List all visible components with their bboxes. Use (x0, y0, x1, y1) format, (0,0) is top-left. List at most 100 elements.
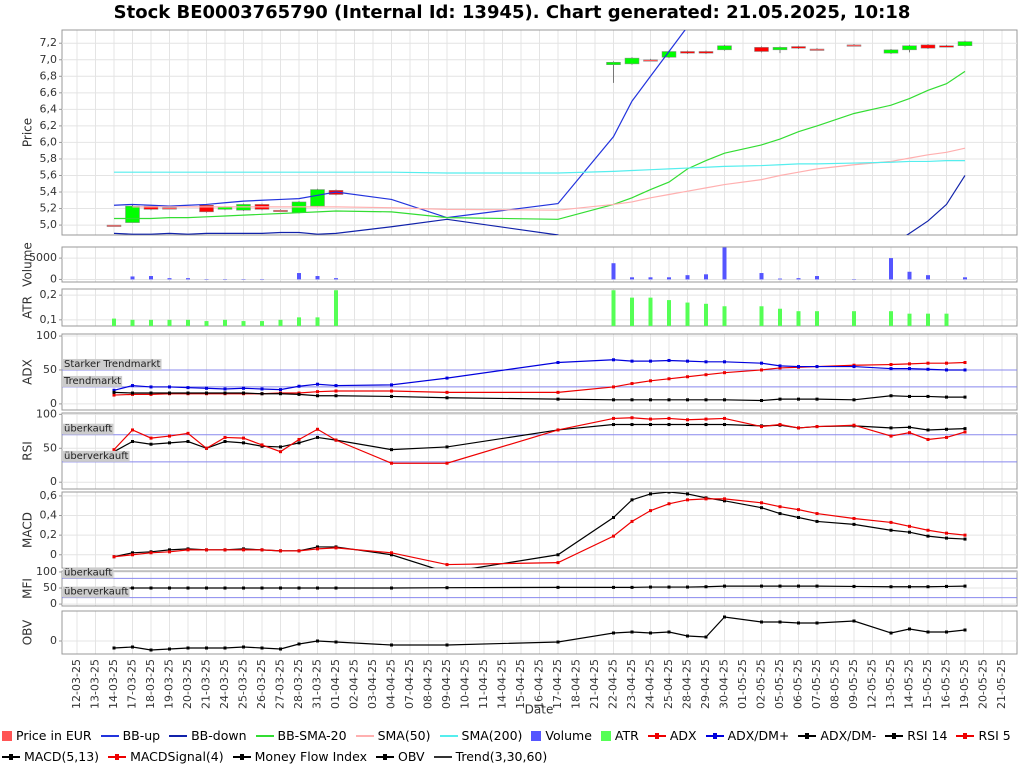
legend-item: Price in EUR (2, 725, 92, 746)
candle-body (791, 46, 806, 49)
point (297, 437, 301, 441)
legend-swatch (956, 732, 975, 739)
point (556, 561, 560, 565)
point (390, 553, 393, 557)
legend-item: Volume (531, 725, 592, 746)
y-axis-label: Volume (21, 242, 35, 287)
point (908, 627, 911, 631)
x-tick-label: 06-05-25 (792, 659, 805, 709)
reference-label-bg (63, 423, 114, 435)
x-tick-label: 21-04-25 (588, 659, 601, 709)
legend-item: ATR (600, 725, 639, 746)
point (908, 362, 911, 366)
point (852, 516, 856, 520)
point (112, 555, 116, 559)
point (168, 548, 171, 552)
candle-body (920, 44, 936, 49)
point (260, 586, 264, 590)
legend-swatch (531, 730, 542, 741)
point (279, 392, 282, 396)
candle-body (772, 47, 788, 51)
point (131, 428, 134, 432)
point (723, 615, 726, 619)
point (612, 515, 615, 519)
point (149, 442, 153, 446)
candle-body (643, 59, 658, 62)
point (316, 545, 319, 549)
x-tick-label: 12-03-25 (70, 659, 83, 709)
y-tick-label: 0,6 (40, 489, 58, 502)
point (926, 585, 930, 589)
x-tick-label: 02-05-25 (755, 659, 768, 709)
legend-swatch (2, 753, 20, 760)
point (667, 492, 671, 494)
legend-swatch (705, 732, 724, 739)
legend-swatch (600, 730, 611, 741)
point (149, 385, 153, 389)
x-tick-label: 14-05-25 (903, 659, 916, 709)
x-tick-label: 20-03-25 (181, 659, 194, 709)
candle-body (624, 57, 640, 65)
panel-plot (62, 577, 1017, 599)
bar (796, 311, 801, 326)
legend-swatch (647, 732, 666, 739)
point (223, 391, 227, 395)
point (723, 416, 726, 420)
point (242, 386, 245, 390)
y-axis-label: RSI (21, 441, 35, 461)
bar (315, 276, 320, 280)
point (279, 549, 282, 553)
legend-item: OBV (375, 746, 425, 767)
point (334, 438, 338, 442)
point (760, 506, 763, 510)
point (852, 584, 856, 588)
point (778, 366, 782, 370)
point (612, 631, 615, 635)
point (926, 394, 930, 398)
bar (926, 313, 930, 326)
x-tick-label: 25-03-25 (237, 659, 250, 709)
legend-label: BB-up (122, 728, 161, 743)
y-tick-label: 0 (50, 548, 57, 561)
panel-plot (62, 416, 1017, 465)
x-tick-label: 05-05-25 (773, 659, 786, 709)
y-tick-label: 0,1 (40, 313, 58, 326)
point (390, 448, 393, 452)
point (667, 502, 671, 506)
point (612, 398, 615, 402)
point (963, 361, 967, 364)
legend-swatch (100, 734, 119, 737)
point (242, 436, 245, 440)
point (723, 499, 726, 503)
y-tick-label: 5,0 (40, 218, 58, 231)
point (686, 375, 689, 379)
x-tick-label: 13-03-25 (89, 659, 102, 709)
x-tick-label: 24-04-25 (644, 659, 657, 709)
point (131, 645, 134, 649)
legend-label: BB-SMA-20 (277, 728, 347, 743)
point (704, 635, 708, 639)
point (649, 585, 652, 589)
point (205, 446, 208, 450)
bar (667, 277, 671, 280)
bar (722, 247, 727, 280)
bar (815, 276, 819, 280)
x-tick-label: 03-04-25 (366, 659, 379, 709)
point (279, 445, 282, 449)
x-tick-label: 15-05-25 (921, 659, 934, 709)
y-axis-label: MFI (21, 578, 35, 599)
point (667, 630, 671, 634)
y-tick-label: 5,4 (40, 185, 58, 198)
point (131, 553, 134, 557)
x-tick-label: 19-03-25 (163, 659, 176, 709)
point (945, 427, 948, 431)
legend-item: SMA(200) (439, 725, 522, 746)
point (815, 512, 819, 516)
point (760, 368, 763, 372)
panel-plot (112, 615, 967, 652)
point (815, 621, 819, 625)
bar (778, 278, 782, 280)
point (945, 395, 948, 399)
point (686, 359, 689, 363)
point (112, 393, 116, 397)
